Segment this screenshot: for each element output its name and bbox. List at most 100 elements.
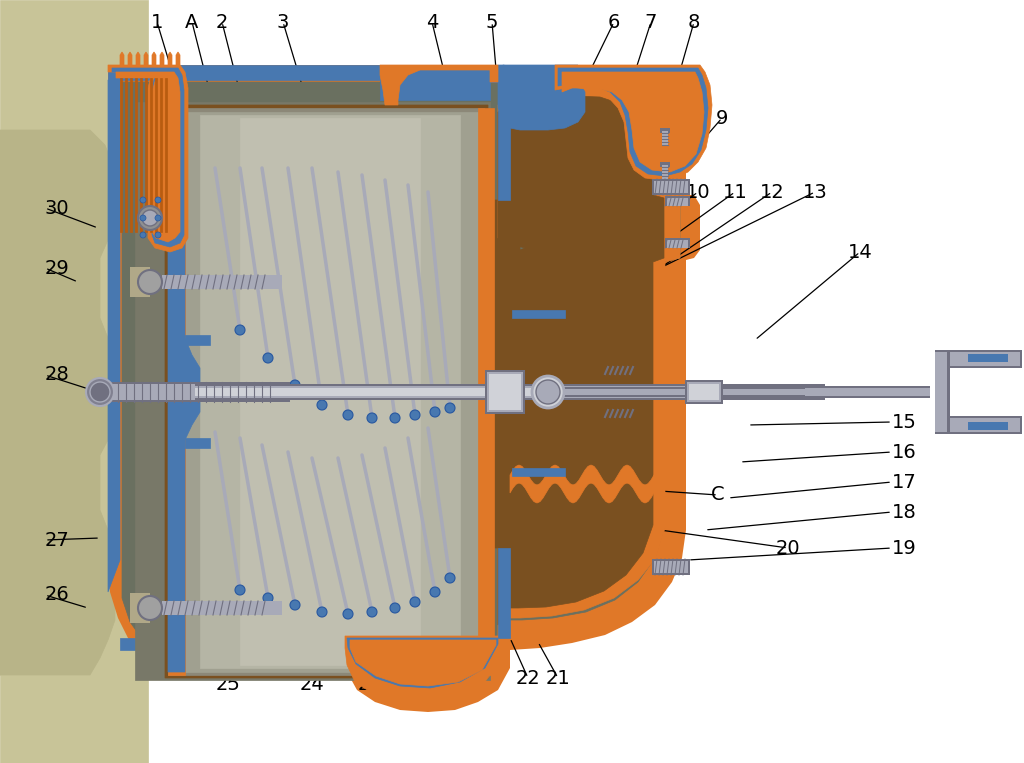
- Text: 5: 5: [485, 12, 499, 31]
- Text: 28: 28: [45, 365, 70, 385]
- Text: 21: 21: [546, 668, 570, 687]
- Polygon shape: [135, 78, 137, 232]
- Polygon shape: [122, 82, 680, 678]
- Bar: [950, 352, 1020, 366]
- Polygon shape: [140, 78, 142, 232]
- Circle shape: [390, 603, 400, 613]
- Polygon shape: [168, 52, 172, 65]
- Bar: [162, 275, 282, 289]
- Text: E: E: [596, 562, 608, 581]
- Circle shape: [138, 206, 162, 230]
- Text: 14: 14: [848, 243, 872, 262]
- Bar: [560, 387, 805, 397]
- Text: 13: 13: [803, 182, 827, 201]
- Polygon shape: [165, 78, 167, 232]
- Text: 16: 16: [892, 443, 916, 462]
- Polygon shape: [478, 108, 494, 675]
- Text: 3: 3: [276, 12, 289, 31]
- Text: B: B: [559, 72, 572, 92]
- Circle shape: [86, 378, 114, 406]
- Polygon shape: [347, 638, 498, 688]
- Circle shape: [90, 382, 110, 402]
- Text: 25: 25: [216, 675, 241, 694]
- Text: 20: 20: [776, 539, 801, 558]
- Circle shape: [430, 587, 440, 597]
- Bar: [720, 388, 930, 396]
- Circle shape: [155, 232, 161, 238]
- Polygon shape: [120, 52, 124, 65]
- Polygon shape: [185, 335, 210, 345]
- Circle shape: [140, 197, 146, 203]
- Bar: [667, 240, 688, 248]
- Bar: [652, 179, 690, 195]
- Circle shape: [142, 210, 158, 226]
- Polygon shape: [350, 640, 496, 686]
- Bar: [489, 374, 521, 410]
- Circle shape: [138, 270, 162, 294]
- Polygon shape: [176, 52, 180, 65]
- Text: A: A: [185, 12, 199, 31]
- Polygon shape: [165, 105, 635, 678]
- Text: 4: 4: [426, 12, 438, 31]
- Polygon shape: [135, 102, 490, 680]
- Polygon shape: [116, 72, 180, 242]
- Polygon shape: [108, 65, 503, 80]
- Bar: [162, 601, 282, 615]
- Bar: [654, 181, 688, 193]
- Polygon shape: [380, 65, 498, 105]
- Text: 9: 9: [716, 108, 728, 127]
- Circle shape: [263, 593, 273, 603]
- Text: 18: 18: [892, 503, 916, 521]
- Polygon shape: [240, 118, 420, 665]
- Bar: [687, 382, 721, 402]
- Polygon shape: [498, 96, 664, 625]
- Bar: [662, 165, 668, 180]
- Text: 8: 8: [688, 12, 700, 31]
- Bar: [652, 559, 690, 575]
- Circle shape: [532, 376, 564, 408]
- Bar: [100, 382, 290, 402]
- Circle shape: [367, 413, 377, 423]
- Polygon shape: [0, 0, 148, 763]
- Bar: [660, 128, 670, 133]
- Polygon shape: [0, 130, 115, 675]
- Text: 19: 19: [892, 539, 916, 558]
- Polygon shape: [120, 638, 345, 650]
- Polygon shape: [498, 548, 510, 638]
- Text: 1: 1: [151, 12, 163, 31]
- Text: 24: 24: [300, 675, 325, 694]
- Bar: [689, 384, 719, 400]
- Bar: [665, 196, 690, 206]
- Bar: [685, 380, 723, 404]
- Bar: [487, 372, 523, 412]
- Polygon shape: [562, 72, 705, 172]
- Bar: [950, 418, 1020, 432]
- Polygon shape: [155, 78, 157, 232]
- Polygon shape: [120, 78, 122, 232]
- Circle shape: [140, 232, 146, 238]
- Circle shape: [390, 413, 400, 423]
- Polygon shape: [168, 108, 200, 672]
- Bar: [950, 350, 1022, 368]
- Polygon shape: [108, 65, 700, 712]
- Polygon shape: [136, 52, 140, 65]
- Polygon shape: [380, 65, 498, 100]
- Circle shape: [138, 596, 162, 620]
- Polygon shape: [498, 105, 510, 200]
- Circle shape: [445, 403, 455, 413]
- Text: 29: 29: [45, 259, 70, 278]
- Polygon shape: [168, 108, 484, 675]
- Polygon shape: [152, 52, 156, 65]
- Polygon shape: [150, 78, 152, 232]
- Text: 27: 27: [45, 530, 70, 549]
- Bar: [950, 416, 1022, 434]
- Bar: [195, 384, 825, 400]
- Polygon shape: [345, 636, 498, 705]
- Bar: [935, 350, 950, 434]
- Polygon shape: [175, 112, 478, 672]
- Polygon shape: [200, 115, 460, 668]
- Text: 11: 11: [723, 182, 748, 201]
- Bar: [662, 131, 668, 146]
- Circle shape: [343, 609, 353, 619]
- Circle shape: [290, 380, 300, 390]
